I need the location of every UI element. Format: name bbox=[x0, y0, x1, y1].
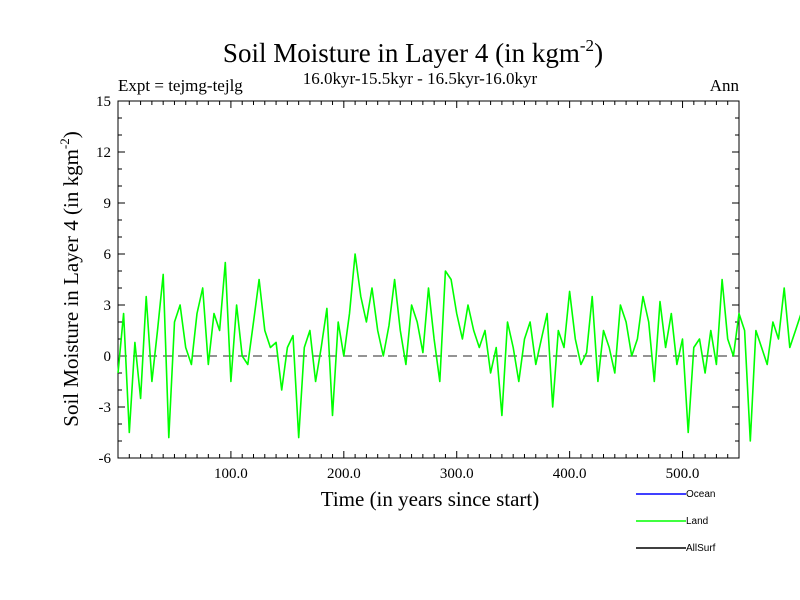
x-tick-label: 100.0 bbox=[214, 466, 248, 482]
x-axis-label: Time (in years since start) bbox=[321, 487, 540, 511]
x-axis: 100.0 200.0 300.0 400.0 500.0 bbox=[128, 101, 729, 482]
legend-label-allsurf: AllSurf bbox=[686, 543, 716, 554]
series-group bbox=[117, 253, 800, 442]
y-tick-label: 9 bbox=[104, 196, 112, 212]
y-axis: -6 -3 0 3 6 9 12 15 bbox=[96, 94, 739, 467]
series-line-land bbox=[117, 253, 800, 442]
experiment-label: Expt = tejmg-tejlg bbox=[118, 76, 243, 95]
y-axis-label: Soil Moisture in Layer 4 (in kgm-2) bbox=[57, 131, 83, 426]
x-tick-label: 300.0 bbox=[440, 466, 474, 482]
chart-subtitle: 16.0kyr-15.5kyr - 16.5kyr-16.0kyr bbox=[303, 69, 538, 88]
x-tick-label: 200.0 bbox=[327, 466, 361, 482]
y-tick-label: 12 bbox=[96, 145, 111, 161]
plot-frame bbox=[117, 100, 740, 459]
chart-legend: Ocean Land AllSurf bbox=[636, 489, 716, 554]
season-label: Ann bbox=[710, 76, 740, 95]
legend-label-land: Land bbox=[686, 516, 708, 527]
x-tick-label: 500.0 bbox=[666, 466, 700, 482]
y-tick-label: 0 bbox=[104, 349, 112, 365]
y-tick-label: 3 bbox=[104, 298, 112, 314]
x-tick-label: 400.0 bbox=[553, 466, 587, 482]
y-tick-label: 15 bbox=[96, 94, 111, 110]
legend-label-ocean: Ocean bbox=[686, 489, 715, 500]
y-tick-label: 6 bbox=[104, 247, 112, 263]
chart-title: Soil Moisture in Layer 4 (in kgm-2) bbox=[223, 36, 603, 68]
y-tick-label: -6 bbox=[99, 451, 112, 467]
y-tick-label: -3 bbox=[99, 400, 112, 416]
